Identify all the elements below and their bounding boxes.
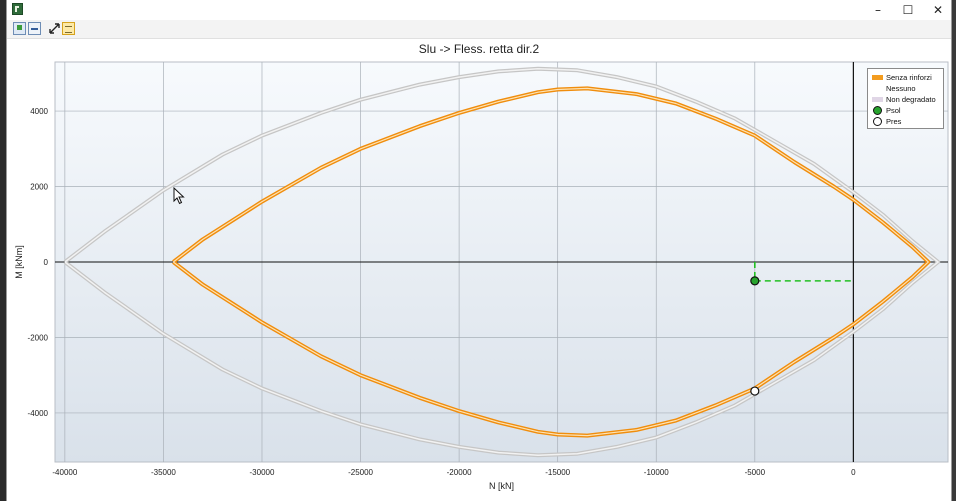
legend-item-psol: Psol <box>872 105 943 116</box>
y-tick-label: 2000 <box>30 183 48 192</box>
toolbar <box>7 20 951 39</box>
legend-swatch <box>872 86 883 91</box>
chart-title: Slu -> Fless. retta dir.2 <box>418 42 540 56</box>
x-tick-label: -10000 <box>644 468 669 477</box>
legend: Senza rinforzi Nessuno Non degradato Pso… <box>867 68 944 129</box>
reference-lines <box>55 62 948 462</box>
series-line-inner <box>172 87 929 437</box>
x-tick-label: -25000 <box>348 468 373 477</box>
legend-label: Non degradato <box>886 95 936 104</box>
x-tick-label: -15000 <box>545 468 570 477</box>
app-logo-icon <box>12 3 23 15</box>
x-tick-label: 0 <box>851 468 856 477</box>
table-icon[interactable] <box>62 22 75 35</box>
legend-item-nessuno: Nessuno <box>872 83 943 94</box>
x-tick-label: -5000 <box>745 468 766 477</box>
x-tick-label: -30000 <box>250 468 275 477</box>
series-group <box>63 66 941 458</box>
mouse-cursor-icon <box>173 186 185 210</box>
legend-item-senza: Senza rinforzi <box>872 72 943 83</box>
title-bar: – ☐ ✕ <box>7 0 951 20</box>
legend-label: Nessuno <box>886 84 916 93</box>
minimize-button[interactable]: – <box>875 3 881 17</box>
legend-label: Psol <box>886 106 901 115</box>
x-tick-label: -20000 <box>447 468 472 477</box>
markers-group <box>750 262 854 396</box>
y-tick-label: 0 <box>44 258 49 267</box>
series-line-inner <box>64 68 939 456</box>
y-tick-label: -2000 <box>28 333 49 342</box>
legend-label: Senza rinforzi <box>886 73 932 82</box>
export-icon[interactable] <box>13 22 26 35</box>
tick-labels: -40000 -35000 -30000 -25000 -20000 -15000 -100… <box>28 107 857 477</box>
x-tick-label: -40000 <box>52 468 77 477</box>
legend-swatch <box>872 97 883 102</box>
legend-marker <box>873 106 882 115</box>
psol-marker <box>750 276 760 286</box>
background-strip <box>952 0 956 501</box>
y-tick-label: -4000 <box>28 409 49 418</box>
legend-item-pres: Pres <box>872 116 943 127</box>
x-tick-label: -35000 <box>151 468 176 477</box>
y-axis-label: M [kNm] <box>14 245 24 279</box>
legend-label: Pres <box>886 117 902 126</box>
legend-item-non-degradato: Non degradato <box>872 94 943 105</box>
x-axis-label: N [kN] <box>489 481 514 491</box>
legend-swatch <box>872 75 883 80</box>
y-tick-label: 4000 <box>30 107 48 116</box>
fit-icon[interactable] <box>48 22 61 35</box>
minimize-view-icon[interactable] <box>28 22 41 35</box>
maximize-button[interactable]: ☐ <box>902 3 914 17</box>
pres-marker <box>750 386 760 396</box>
close-button[interactable]: ✕ <box>932 3 944 17</box>
legend-marker <box>873 117 882 126</box>
